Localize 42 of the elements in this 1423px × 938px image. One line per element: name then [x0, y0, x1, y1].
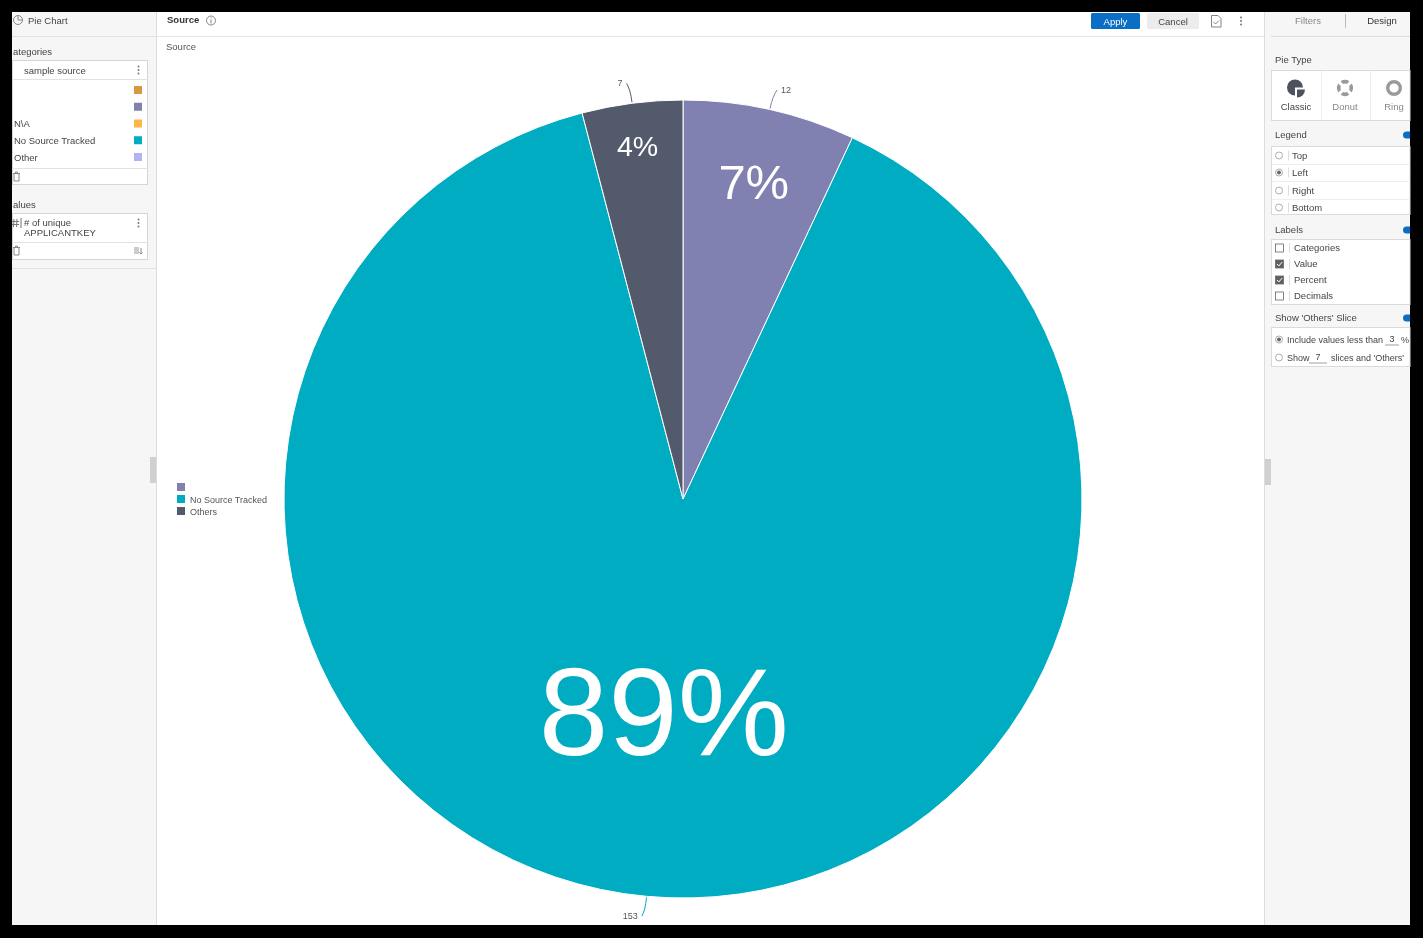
- data-label: 153: [622, 911, 638, 922]
- text: 89%: [538, 641, 789, 781]
- text: Pie Type: [1275, 54, 1312, 65]
- text-field: 3: [1384, 334, 1400, 346]
- text: Show: [1287, 353, 1311, 363]
- text: Labels: [1275, 224, 1304, 235]
- legend-label: No Source Tracked: [190, 494, 268, 505]
- chart-title: Source: [167, 13, 200, 25]
- text: Ring: [1384, 101, 1404, 112]
- button: Apply: [1091, 13, 1140, 29]
- text: N\A: [14, 118, 31, 129]
- text: No Source Tracked: [14, 134, 96, 146]
- text: slices and 'Others': [1331, 353, 1405, 363]
- text: Legend: [1275, 129, 1307, 140]
- text: Right: [1292, 185, 1315, 196]
- chart-subtitle: Source: [166, 41, 197, 52]
- text: Donut: [1332, 101, 1359, 112]
- legend-label: Others: [190, 506, 218, 517]
- text: # of unique APPLICANTKEY: [24, 217, 97, 238]
- text: Include values less than: [1287, 335, 1384, 345]
- data-label: 12: [781, 85, 792, 96]
- text: Filters: [1295, 15, 1322, 26]
- text: alues: [13, 199, 36, 210]
- text: Other: [14, 151, 38, 163]
- data-label: 7: [617, 78, 623, 89]
- text: Left: [1292, 167, 1309, 178]
- text: sample source: [24, 64, 86, 76]
- text: Percent: [1294, 274, 1328, 285]
- text: Classic: [1280, 101, 1312, 112]
- text: Value: [1294, 258, 1318, 269]
- text: Categories: [1294, 242, 1341, 253]
- text: %: [1401, 335, 1410, 345]
- text: Pie Chart: [28, 14, 68, 26]
- button: Cancel: [1147, 13, 1199, 29]
- text: Show 'Others' Slice: [1275, 312, 1357, 323]
- text: Bottom: [1292, 202, 1323, 213]
- text: ategories: [13, 46, 53, 57]
- text: 4%: [616, 130, 659, 163]
- text: Decimals: [1294, 290, 1334, 301]
- text: Top: [1292, 150, 1308, 161]
- text: 7%: [718, 154, 790, 209]
- text: Design: [1367, 15, 1397, 26]
